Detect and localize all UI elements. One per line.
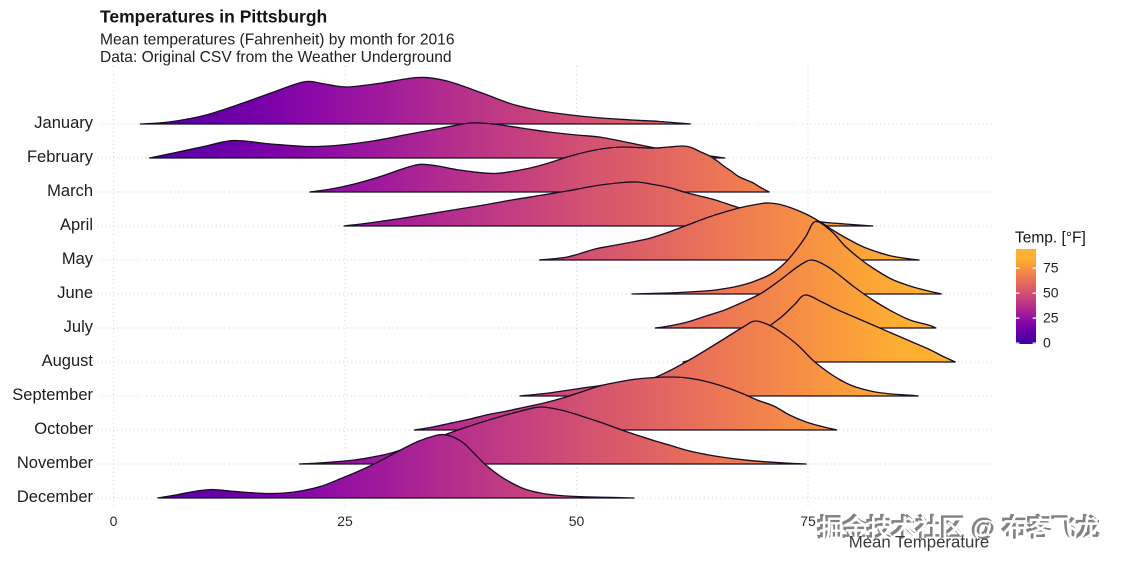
svg-text:75: 75 xyxy=(1043,260,1059,276)
svg-text:February: February xyxy=(27,148,94,166)
svg-text:0: 0 xyxy=(110,513,118,529)
svg-text:Data: Original CSV from the We: Data: Original CSV from the Weather Unde… xyxy=(100,49,452,66)
svg-text:April: April xyxy=(60,216,93,234)
svg-text:Temp. [°F]: Temp. [°F] xyxy=(1015,230,1086,247)
svg-text:October: October xyxy=(34,420,93,438)
svg-text:25: 25 xyxy=(337,513,353,529)
svg-text:75: 75 xyxy=(800,513,816,529)
svg-text:May: May xyxy=(62,250,94,268)
svg-text:25: 25 xyxy=(1043,310,1059,326)
svg-text:August: August xyxy=(42,352,94,370)
svg-text:July: July xyxy=(64,318,94,336)
svg-text:50: 50 xyxy=(569,513,585,529)
svg-text:January: January xyxy=(34,114,93,132)
svg-text:掘金技术社区 @ 布客飞龙: 掘金技术社区 @ 布客飞龙 xyxy=(819,515,1102,544)
svg-text:September: September xyxy=(12,386,93,404)
svg-text:0: 0 xyxy=(1043,335,1051,351)
svg-text:Mean Temperature: Mean Temperature xyxy=(849,533,990,552)
svg-text:November: November xyxy=(17,454,94,472)
svg-text:50: 50 xyxy=(1043,285,1059,301)
svg-text:December: December xyxy=(17,488,94,506)
svg-text:Temperatures in Pittsburgh: Temperatures in Pittsburgh xyxy=(100,7,327,27)
svg-text:March: March xyxy=(47,182,93,200)
svg-text:掘金技术社区 @ 布客飞龙: 掘金技术社区 @ 布客飞龙 xyxy=(817,513,1100,542)
svg-text:June: June xyxy=(57,284,93,302)
svg-text:Mean temperatures (Fahrenheit): Mean temperatures (Fahrenheit) by month … xyxy=(100,32,455,49)
